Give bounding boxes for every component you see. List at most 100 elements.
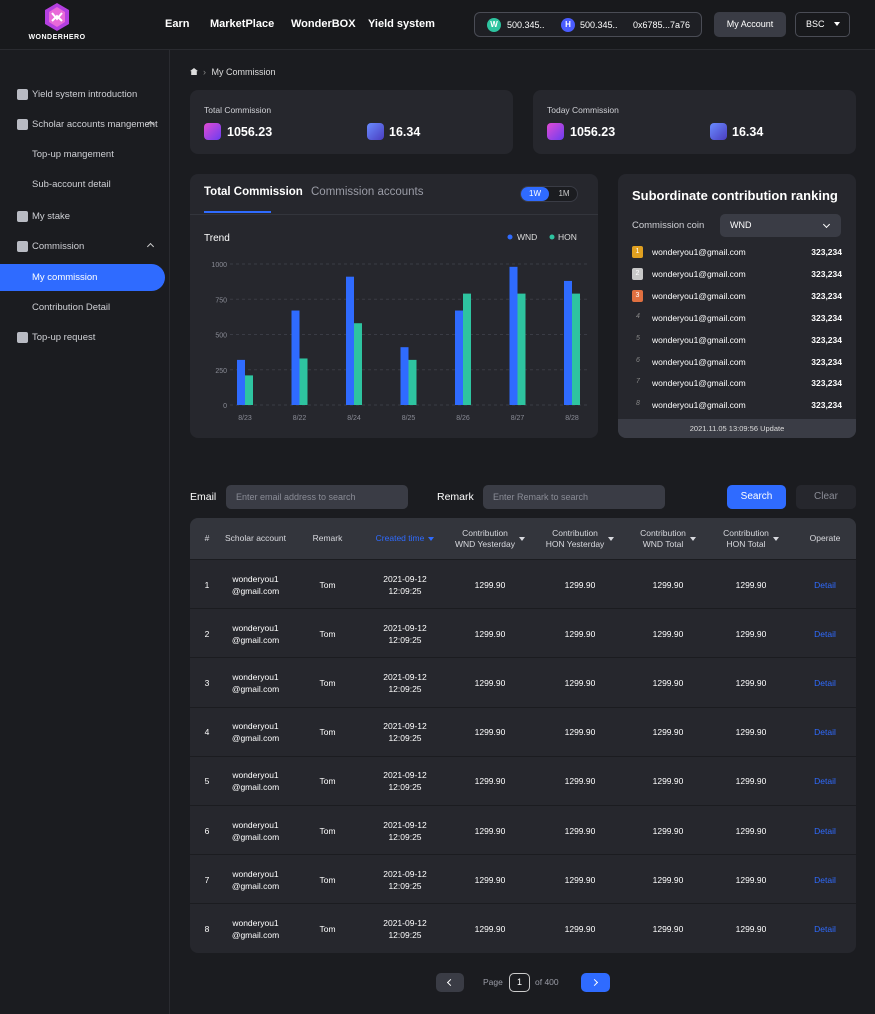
detail-link[interactable]: Detail (814, 677, 836, 688)
nav-earn[interactable]: Earn (165, 18, 190, 30)
tab-total-commission[interactable]: Total Commission (204, 186, 303, 198)
detail-link[interactable]: Detail (814, 776, 836, 787)
sidebar-item-label: Top-up mangement (32, 149, 114, 160)
sidebar-item-sub-account-detail[interactable]: Sub-account detail (0, 171, 165, 198)
sidebar-item-label: Scholar accounts mangement (32, 119, 158, 130)
cell-hon-total: 1299.90 (735, 874, 767, 885)
bar-wnd-8/27[interactable] (509, 266, 518, 405)
cell-hon-total: 1299.90 (735, 825, 767, 836)
cell-created-time: 2021-09-12 12:09:25 (383, 819, 427, 842)
nav-yield-system[interactable]: Yield system (368, 18, 435, 30)
cell-hon-yesterday: 1299.90 (564, 677, 596, 688)
panel-divider (190, 214, 598, 215)
sidebar-item-topup-request[interactable]: Top-up request (0, 324, 165, 351)
detail-link[interactable]: Detail (814, 874, 836, 885)
col-number-header: # (190, 518, 224, 559)
sidebar-item-topup-management[interactable]: Top-up mangement (0, 141, 165, 168)
breadcrumb-separator: › (203, 67, 209, 77)
tab-commission-accounts[interactable]: Commission accounts (311, 186, 424, 198)
bar-hon-8/28[interactable] (572, 293, 580, 405)
detail-link[interactable]: Detail (814, 923, 836, 934)
commission-coin-select[interactable]: WND (720, 214, 841, 237)
prev-page-button[interactable] (436, 973, 464, 992)
nav-wonderbox[interactable]: WonderBOX (291, 18, 356, 30)
bar-wnd-8/22[interactable] (291, 310, 300, 405)
sidebar-item-commission[interactable]: Commission (0, 233, 165, 260)
period-1w[interactable]: 1W (521, 187, 549, 201)
chart-grid: 0 250 500 750 1000 (211, 262, 587, 410)
hon-balance: 500.345.. (580, 20, 618, 30)
legend-hon-label: HON (558, 232, 577, 242)
x-tick-label: 8/22 (293, 415, 307, 422)
sidebar-item-contribution-detail[interactable]: Contribution Detail (0, 294, 165, 321)
sidebar-item-label: Commission (32, 241, 85, 252)
next-page-button[interactable] (581, 973, 610, 992)
bar-wnd-8/25[interactable] (400, 347, 409, 405)
page-label: Page (483, 977, 503, 987)
table-row: 3 wonderyou1 @gmail.com Tom 2021-09-12 12:0… (190, 657, 856, 706)
bar-hon-8/24[interactable] (354, 323, 362, 405)
col-wnd-yesterday-header[interactable]: Contribution WND Yesterday (445, 518, 535, 559)
cell-wnd-total: 1299.90 (652, 923, 684, 934)
cell-remark: Tom (319, 628, 336, 639)
bar-hon-8/27[interactable] (517, 293, 526, 405)
breadcrumb: › My Commission (190, 67, 276, 77)
detail-link[interactable]: Detail (814, 727, 836, 738)
col-created-time-header[interactable]: Created time (362, 518, 448, 559)
x-tick-label: 8/25 (402, 415, 416, 422)
rank-number: 8 (636, 400, 640, 408)
cell-wnd-yesterday: 1299.90 (474, 874, 506, 885)
bar-wnd-8/24[interactable] (346, 276, 354, 405)
cell-hon-total: 1299.90 (735, 727, 767, 738)
detail-link[interactable]: Detail (814, 825, 836, 836)
ranking-title: Subordinate contribution ranking (632, 188, 838, 203)
cell-wnd-total: 1299.90 (652, 727, 684, 738)
cell-hon-total: 1299.90 (735, 776, 767, 787)
sidebar-item-my-commission[interactable]: My commission (0, 264, 165, 291)
header-label: # (204, 533, 210, 543)
cell-scholar-account: wonderyou1 @gmail.com (231, 917, 280, 940)
cell-scholar-account: wonderyou1 @gmail.com (231, 721, 280, 744)
period-1m[interactable]: 1M (558, 189, 570, 198)
chevron-right-icon (590, 978, 599, 987)
logo[interactable]: WONDERHERO (12, 3, 102, 47)
cell-created-time: 2021-09-12 12:09:25 (383, 671, 427, 694)
network-select[interactable]: BSC (795, 12, 850, 37)
chevron-up-icon (146, 242, 155, 251)
rank-email: wonderyou1@gmail.com (652, 400, 746, 411)
bar-hon-8/22[interactable] (299, 358, 308, 405)
bar-wnd-8/23[interactable] (237, 359, 245, 405)
bar-wnd-8/26[interactable] (455, 310, 463, 405)
sidebar-item-scholar-accounts[interactable]: Scholar accounts mangement (0, 111, 165, 138)
table-row: 6 wonderyou1 @gmail.com Tom 2021-09-12 12:0… (190, 805, 856, 854)
wallet-balance[interactable]: W 500.345.. H 500.345.. 0x6785...7a76 (474, 12, 702, 37)
my-account-button[interactable]: My Account (714, 12, 786, 37)
y-tick-label: 750 (215, 297, 227, 304)
sidebar-item-yield-intro[interactable]: Yield system introduction (0, 81, 165, 108)
remark-search-input[interactable] (483, 485, 665, 509)
home-icon[interactable] (190, 68, 198, 75)
page-number-input[interactable]: 1 (509, 973, 530, 992)
today-wnd-value: 1056.23 (570, 125, 616, 139)
wallet-icon (17, 211, 28, 222)
table-row: 4 wonderyou1 @gmail.com Tom 2021-09-12 12:0… (190, 706, 856, 756)
cell-number: 4 (204, 727, 210, 738)
col-wnd-total-header[interactable]: Contribution WND Total (628, 518, 708, 559)
sidebar-item-my-stake[interactable]: My stake (0, 203, 165, 230)
cell-remark: Tom (319, 776, 336, 787)
bar-hon-8/23[interactable] (245, 375, 253, 405)
search-button[interactable]: Search (727, 485, 786, 509)
col-hon-yesterday-header[interactable]: Contribution HON Yesterday (535, 518, 625, 559)
clear-button[interactable]: Clear (796, 485, 856, 509)
detail-link[interactable]: Detail (814, 579, 836, 590)
bar-hon-8/25[interactable] (408, 359, 417, 405)
detail-link[interactable]: Detail (814, 628, 836, 639)
cell-remark: Tom (319, 825, 336, 836)
bar-hon-8/26[interactable] (463, 293, 471, 405)
x-tick-label: 8/24 (347, 415, 361, 422)
col-hon-total-header[interactable]: Contribution HON Total (712, 518, 790, 559)
cell-wnd-total: 1299.90 (652, 776, 684, 787)
email-search-input[interactable] (226, 485, 408, 509)
nav-marketplace[interactable]: MarketPlace (210, 18, 275, 30)
bar-wnd-8/28[interactable] (564, 280, 572, 405)
